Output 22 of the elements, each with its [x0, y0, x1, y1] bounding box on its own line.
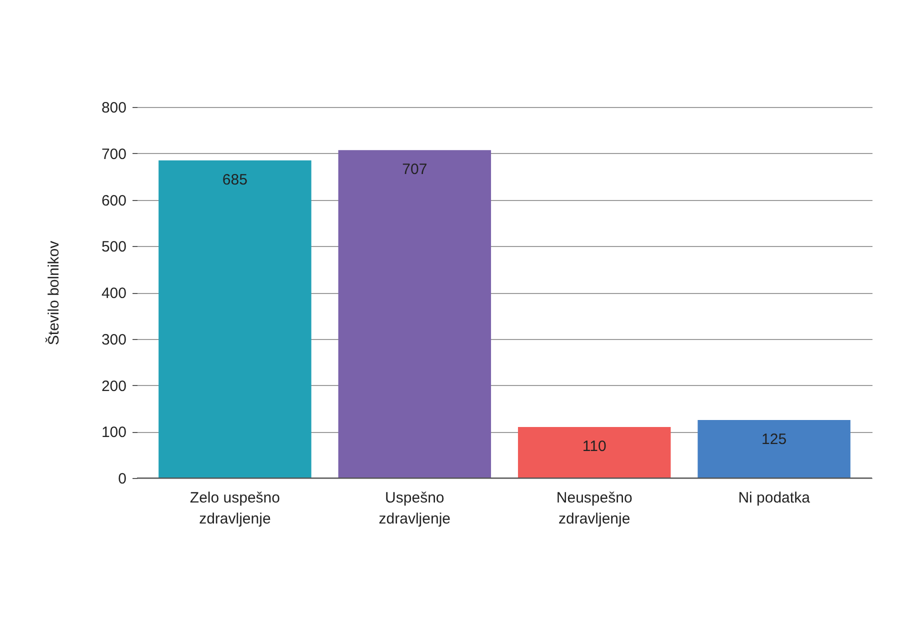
bar — [698, 420, 850, 478]
data-label: 707 — [402, 161, 428, 178]
y-tick-label: 200 — [101, 378, 126, 395]
x-tick-label: Neuspešno zdravljenje — [556, 490, 632, 528]
y-tick-label: 100 — [101, 424, 126, 442]
bar — [158, 160, 312, 478]
x-tick-label: Zelo uspešno zdravljenje — [190, 490, 280, 528]
data-label: 110 — [582, 438, 606, 455]
bar — [518, 426, 671, 478]
y-tick-label: 600 — [101, 192, 126, 210]
data-label: 685 — [222, 171, 248, 188]
y-tick-label: 400 — [101, 285, 126, 302]
y-tick-label: 800 — [101, 100, 126, 116]
y-tick-label: 700 — [101, 146, 126, 163]
x-tick-label: Uspešno zdravljenje — [378, 490, 451, 528]
y-tick-label: 0 — [118, 470, 126, 488]
x-tick-label: Ni podatka — [738, 490, 811, 506]
y-tick-label: 300 — [101, 331, 126, 348]
y-axis-title: Število bolnikov — [44, 240, 62, 346]
bar — [338, 150, 492, 478]
y-tick-label: 500 — [101, 238, 126, 256]
data-label: 125 — [762, 431, 787, 448]
